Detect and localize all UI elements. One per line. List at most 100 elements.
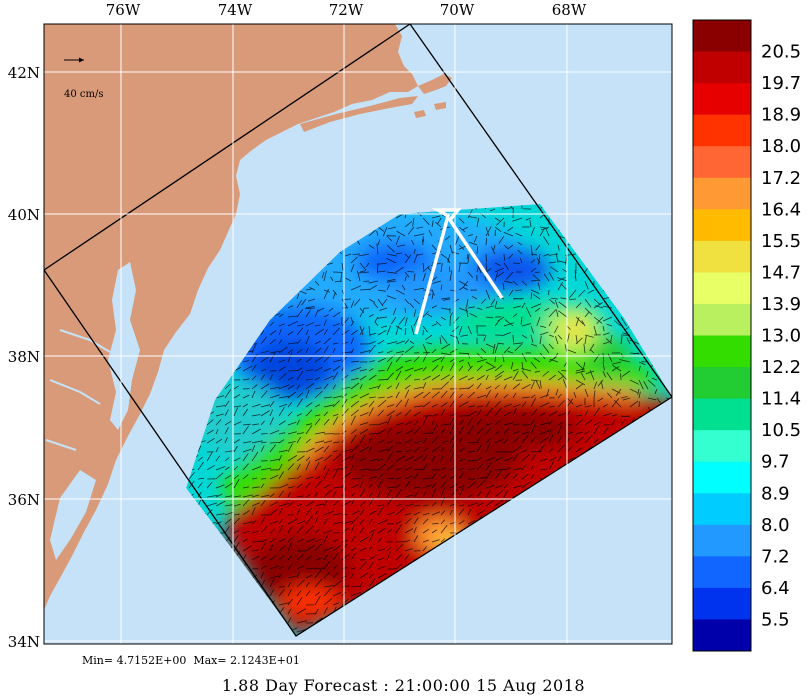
velocity-vector xyxy=(503,483,509,489)
velocity-vector xyxy=(377,557,385,561)
velocity-vector xyxy=(260,526,268,534)
velocity-vector xyxy=(278,463,283,471)
velocity-vector xyxy=(395,524,402,534)
velocity-vector xyxy=(575,316,584,325)
velocity-vector xyxy=(251,428,261,435)
velocity-vector xyxy=(422,352,430,354)
velocity-vector xyxy=(422,272,426,282)
velocity-vector xyxy=(485,389,492,399)
velocity-vector xyxy=(233,385,239,390)
velocity-vector xyxy=(646,370,649,377)
velocity-vector xyxy=(386,341,398,345)
velocity-vector xyxy=(314,324,321,327)
velocity-vector xyxy=(575,447,582,453)
velocity-vector xyxy=(224,457,230,462)
velocity-vector xyxy=(494,384,500,390)
velocity-vector xyxy=(503,411,511,417)
velocity-vector xyxy=(332,395,343,399)
velocity-vector xyxy=(305,309,311,318)
velocity-vector xyxy=(449,417,455,426)
velocity-vector xyxy=(458,352,469,355)
velocity-vector xyxy=(656,397,661,404)
velocity-vector xyxy=(407,226,415,235)
velocity-vector xyxy=(512,313,518,318)
velocity-vector xyxy=(278,395,290,399)
velocity-vector xyxy=(363,280,370,282)
velocity-vector xyxy=(368,492,373,498)
velocity-vector xyxy=(525,307,532,318)
velocity-vector xyxy=(467,468,475,471)
velocity-vector xyxy=(494,438,504,444)
velocity-vector xyxy=(602,370,606,378)
velocity-vector xyxy=(341,554,350,561)
velocity-vector xyxy=(350,498,355,507)
velocity-vector xyxy=(359,468,370,471)
velocity-vector xyxy=(287,575,298,579)
velocity-vector xyxy=(535,244,541,252)
velocity-vector xyxy=(386,440,393,444)
velocity-vector xyxy=(404,421,412,426)
velocity-vector xyxy=(377,491,381,498)
velocity-vector xyxy=(332,486,344,489)
velocity-vector xyxy=(242,509,250,516)
velocity-vector xyxy=(458,217,465,224)
velocity-vector xyxy=(413,386,423,390)
velocity-vector xyxy=(377,409,384,417)
velocity-vector xyxy=(386,361,393,372)
velocity-vector xyxy=(224,511,234,516)
velocity-vector xyxy=(305,390,310,399)
scale-arrow xyxy=(64,57,84,63)
velocity-vector xyxy=(557,412,566,417)
velocity-vector xyxy=(557,260,568,264)
velocity-vector xyxy=(595,305,604,309)
velocity-vector xyxy=(314,366,323,372)
velocity-vector xyxy=(530,465,534,471)
velocity-vector xyxy=(233,457,241,462)
latitude-labels: 42N 40N 38N 36N 34N xyxy=(8,64,40,651)
velocity-vector xyxy=(554,299,559,309)
velocity-vector xyxy=(278,519,283,525)
velocity-vector xyxy=(350,444,359,453)
velocity-vector xyxy=(352,253,361,255)
velocity-vector xyxy=(530,408,538,417)
velocity-vector xyxy=(440,374,450,381)
velocity-vector xyxy=(377,429,386,435)
velocity-vector xyxy=(449,488,458,498)
velocity-vector xyxy=(350,348,355,354)
velocity-vector xyxy=(413,367,424,372)
velocity-vector xyxy=(323,270,327,282)
velocity-vector xyxy=(242,494,254,498)
velocity-vector xyxy=(620,352,624,358)
velocity-vector xyxy=(377,473,384,480)
velocity-vector xyxy=(287,535,295,543)
velocity-vector xyxy=(269,538,276,543)
velocity-vector xyxy=(560,283,568,291)
velocity-vector xyxy=(359,561,368,570)
velocity-vector xyxy=(278,588,285,597)
velocity-vector xyxy=(314,567,325,570)
velocity-vector xyxy=(269,509,278,516)
velocity-vector xyxy=(314,462,320,471)
velocity-vector xyxy=(396,244,406,247)
velocity-vector xyxy=(374,321,379,327)
velocity-vector xyxy=(314,595,321,606)
velocity-vector xyxy=(341,398,348,408)
velocity-vector xyxy=(503,472,511,480)
colorbar-label: 8.0 xyxy=(761,515,790,536)
velocity-vector xyxy=(296,590,302,597)
velocity-vector xyxy=(287,541,293,552)
velocity-vector xyxy=(620,336,623,345)
velocity-vector xyxy=(473,235,478,243)
velocity-vector xyxy=(507,350,514,354)
velocity-vector xyxy=(287,554,293,561)
velocity-vector xyxy=(575,361,584,370)
velocity-vector xyxy=(431,472,437,480)
velocity-vector xyxy=(260,330,265,336)
velocity-vector xyxy=(224,427,229,435)
velocity-vector xyxy=(376,230,379,237)
colorbar-label: 16.4 xyxy=(761,199,801,220)
velocity-vector xyxy=(404,298,410,304)
velocity-vector xyxy=(350,409,359,417)
velocity-vector xyxy=(233,479,240,489)
velocity-vector xyxy=(449,312,454,318)
